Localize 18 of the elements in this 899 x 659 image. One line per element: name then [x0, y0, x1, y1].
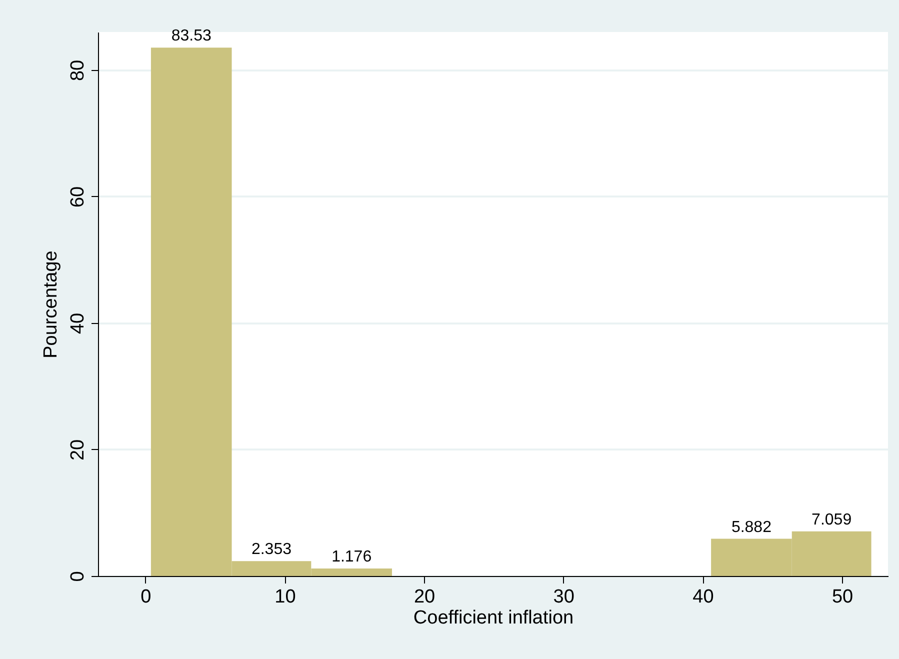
x-axis-title: Coefficient inflation: [413, 608, 574, 628]
y-tick-label: 80: [68, 60, 88, 82]
x-tick-label: 30: [553, 586, 574, 608]
y-tick-label: 60: [68, 186, 88, 208]
data-label: 5.882: [731, 518, 772, 536]
data-label: 2.353: [251, 541, 292, 558]
x-tick-label: 10: [274, 586, 296, 608]
data-label: 83.53: [171, 28, 212, 45]
y-tick-label: 20: [68, 439, 88, 461]
y-tick-label: 40: [68, 312, 88, 334]
data-label: 1.176: [332, 548, 372, 566]
y-axis-title: Pourcentage: [40, 250, 62, 358]
data-label: 7.059: [812, 511, 852, 528]
x-tick-label: 0: [140, 586, 152, 608]
x-tick-label: 20: [414, 586, 436, 608]
y-tick-label: 0: [68, 571, 88, 582]
x-tick-label: 40: [692, 586, 714, 608]
x-tick-label: 50: [832, 586, 854, 608]
